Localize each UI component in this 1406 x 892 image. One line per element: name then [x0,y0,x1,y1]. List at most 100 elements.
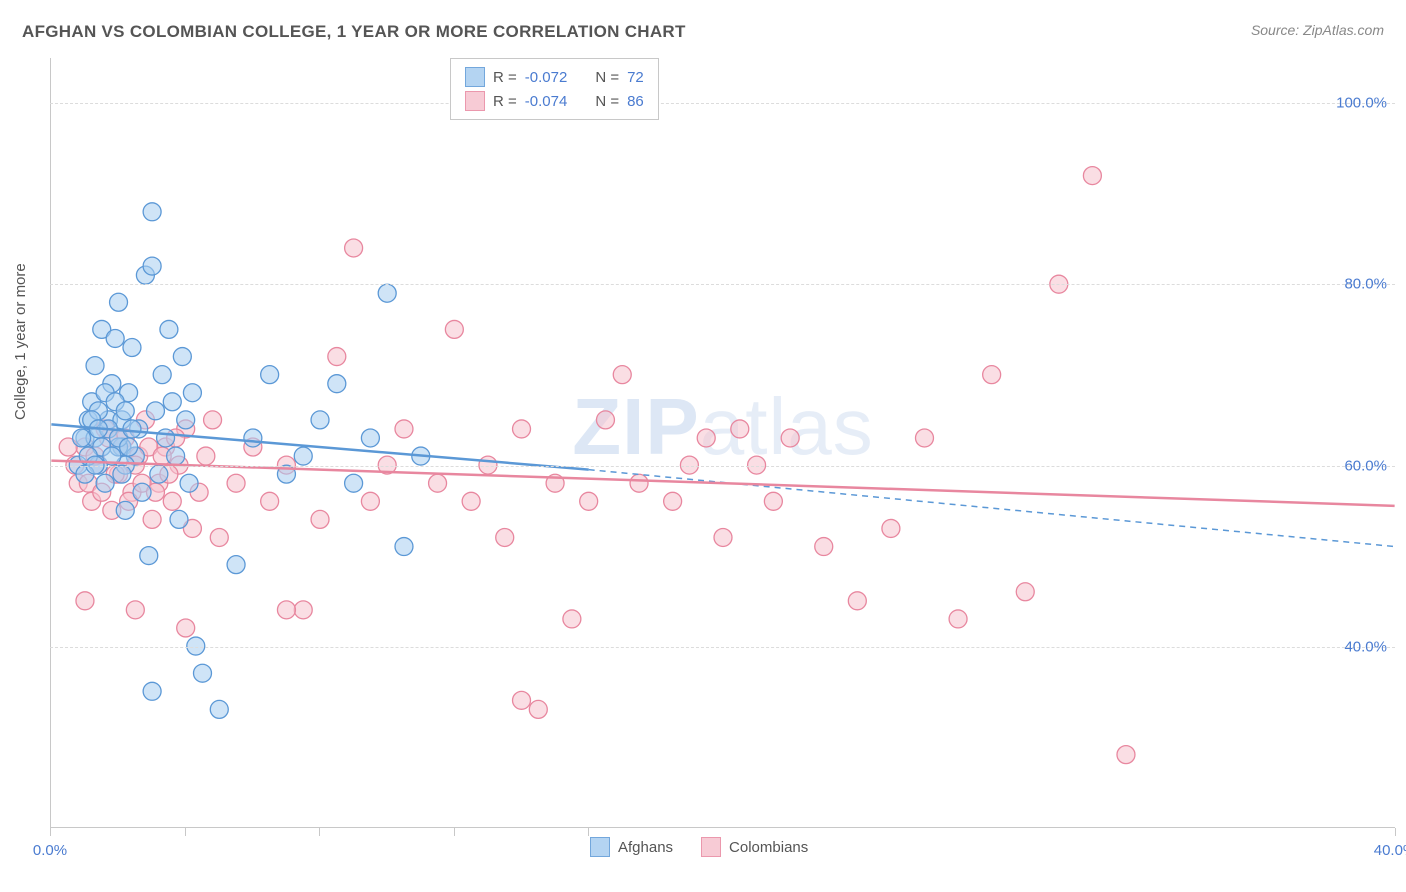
r-value: -0.072 [525,69,568,86]
scatter-point [294,601,312,619]
scatter-point [143,257,161,275]
scatter-point [1016,583,1034,601]
scatter-point [204,411,222,429]
scatter-point [163,393,181,411]
x-tick-label: 40.0% [1374,842,1406,859]
scatter-point [294,447,312,465]
scatter-point [529,700,547,718]
legend-row: R = -0.074 N = 86 [465,89,644,113]
trend-line-dashed [589,470,1395,547]
scatter-point [180,474,198,492]
scatter-point [513,420,531,438]
scatter-point [361,429,379,447]
scatter-point [153,366,171,384]
scatter-point [177,619,195,637]
scatter-point [395,538,413,556]
scatter-point [197,447,215,465]
legend-label: Afghans [618,839,673,856]
scatter-point [714,529,732,547]
x-tick [319,828,320,836]
scatter-point [170,510,188,528]
scatter-point [123,420,141,438]
scatter-point [815,538,833,556]
scatter-point [311,510,329,528]
n-value: 72 [627,69,644,86]
legend-item: Afghans [590,837,673,857]
scatter-point [613,366,631,384]
correlation-legend: R = -0.072 N = 72 R = -0.074 N = 86 [450,58,659,120]
scatter-point [445,320,463,338]
y-tick-label: 100.0% [1336,95,1387,112]
scatter-point [1117,746,1135,764]
scatter-point [173,348,191,366]
plot-area: ZIPatlas R = -0.072 N = 72 R = -0.074 N = 8… [50,58,1395,828]
scatter-point [848,592,866,610]
chart-container: AFGHAN VS COLOMBIAN COLLEGE, 1 YEAR OR M… [0,0,1406,892]
series-legend: Afghans Colombians [590,837,808,857]
x-tick [185,828,186,836]
scatter-svg [51,58,1395,827]
scatter-point [163,492,181,510]
x-tick [1395,828,1396,836]
scatter-point [227,474,245,492]
scatter-point [120,438,138,456]
scatter-point [143,682,161,700]
scatter-point [261,492,279,510]
scatter-point [210,529,228,547]
scatter-point [227,556,245,574]
scatter-point [123,339,141,357]
gridline [50,103,1395,104]
scatter-point [345,474,363,492]
scatter-point [261,366,279,384]
r-value: -0.074 [525,93,568,110]
n-label: N = [595,69,619,86]
legend-row: R = -0.072N = 72 [465,65,644,89]
n-label: N = [595,93,619,110]
scatter-point [277,601,295,619]
gridline [50,647,1395,648]
scatter-point [781,429,799,447]
scatter-point [580,492,598,510]
scatter-point [210,700,228,718]
scatter-point [1083,167,1101,185]
scatter-point [664,492,682,510]
scatter-point [429,474,447,492]
n-value: 86 [627,93,644,110]
y-tick-label: 80.0% [1344,276,1387,293]
scatter-point [150,465,168,483]
scatter-point [157,429,175,447]
scatter-point [395,420,413,438]
scatter-point [116,501,134,519]
scatter-point [983,366,1001,384]
scatter-point [731,420,749,438]
scatter-point [183,384,201,402]
scatter-point [143,203,161,221]
legend-swatch [701,837,721,857]
scatter-point [378,284,396,302]
y-axis-label: College, 1 year or more [12,263,29,420]
r-label: R = [493,93,517,110]
scatter-point [630,474,648,492]
scatter-point [116,402,134,420]
legend-label: Colombians [729,839,808,856]
scatter-point [328,348,346,366]
chart-title: AFGHAN VS COLOMBIAN COLLEGE, 1 YEAR OR M… [22,22,686,42]
x-tick [588,828,589,836]
scatter-point [244,429,262,447]
x-tick [454,828,455,836]
scatter-point [345,239,363,257]
scatter-point [76,592,94,610]
scatter-point [160,320,178,338]
x-tick [50,828,51,836]
scatter-point [73,429,91,447]
scatter-point [361,492,379,510]
plot-border: ZIPatlas [50,58,1395,828]
scatter-point [882,519,900,537]
scatter-point [311,411,329,429]
scatter-point [764,492,782,510]
scatter-point [949,610,967,628]
legend-swatch [465,91,485,111]
scatter-point [697,429,715,447]
scatter-point [86,357,104,375]
legend-swatch [590,837,610,857]
